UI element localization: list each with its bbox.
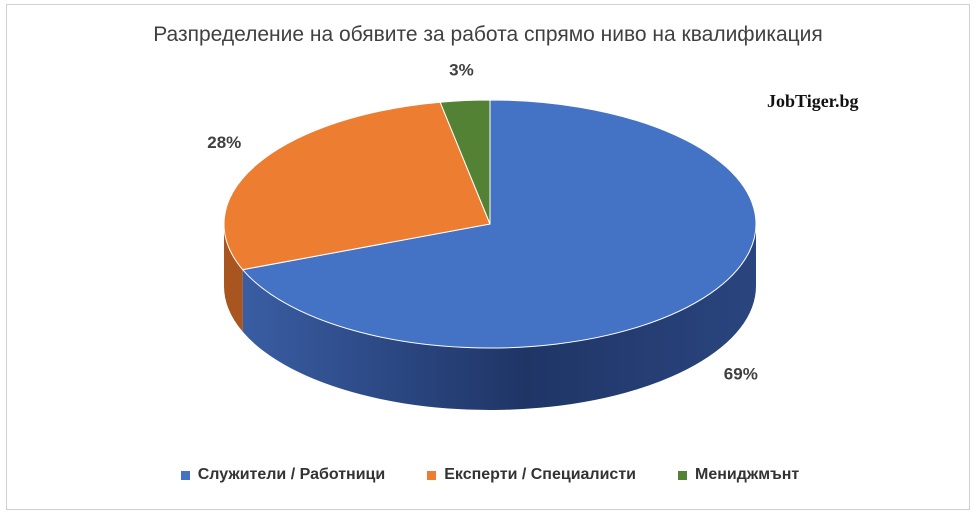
legend-label: Мениджмънт [695,466,800,483]
legend-label: Експерти / Специалисти [444,466,636,483]
chart-title: Разпределение на обявите за работа спрям… [153,23,823,46]
pie-slice [241,99,757,349]
chart-legend: Служители / Работници Експерти / Специал… [0,466,980,484]
legend-swatch [427,470,437,480]
legend-swatch [678,470,687,480]
legend-label: Служители / Работници [197,466,386,483]
legend-item: Мениджмънт [678,466,799,484]
chart-frame: Разпределение на обявите за работа спрям… [6,4,970,510]
legend-item: Експерти / Специалисти [427,466,636,484]
pie-slice-side [242,224,757,410]
legend-swatch [180,470,190,480]
watermark-logo: JobTiger.bg [767,91,859,111]
pie-slice-side [224,224,243,332]
data-label: 3% [449,60,474,79]
pie-slice [223,101,491,271]
data-label: 69% [724,364,758,383]
legend-item: Служители / Работници [180,466,386,484]
data-label: 28% [207,133,241,152]
pie-slice [439,99,491,225]
